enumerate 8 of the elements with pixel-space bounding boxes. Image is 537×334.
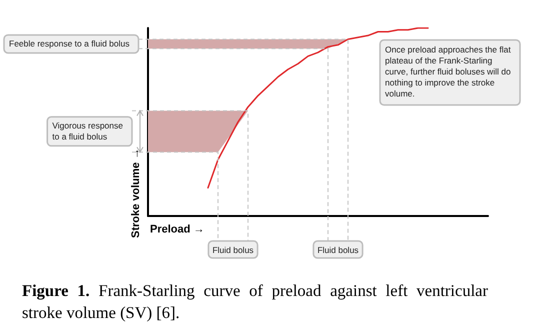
band-label: Vigorous response to a fluid bolus <box>52 120 124 142</box>
y-axis-title: Stroke volume → <box>130 148 142 238</box>
band-label: Feeble response to a fluid bolus <box>9 38 130 48</box>
text: Fluid bolus <box>212 245 254 255</box>
text: Fluid bolus <box>317 245 359 255</box>
x-axis-title: Preload → <box>150 224 204 236</box>
annotation: Once preload approaches the flat plateau of the Frank-Starling curve, further fluid boluses will do nothing to improve the stroke volume. <box>385 44 512 98</box>
caption: Figure 1. Frank-Starling curve of preload against left ventricular stroke volume (SV) [6]. <box>22 280 488 324</box>
